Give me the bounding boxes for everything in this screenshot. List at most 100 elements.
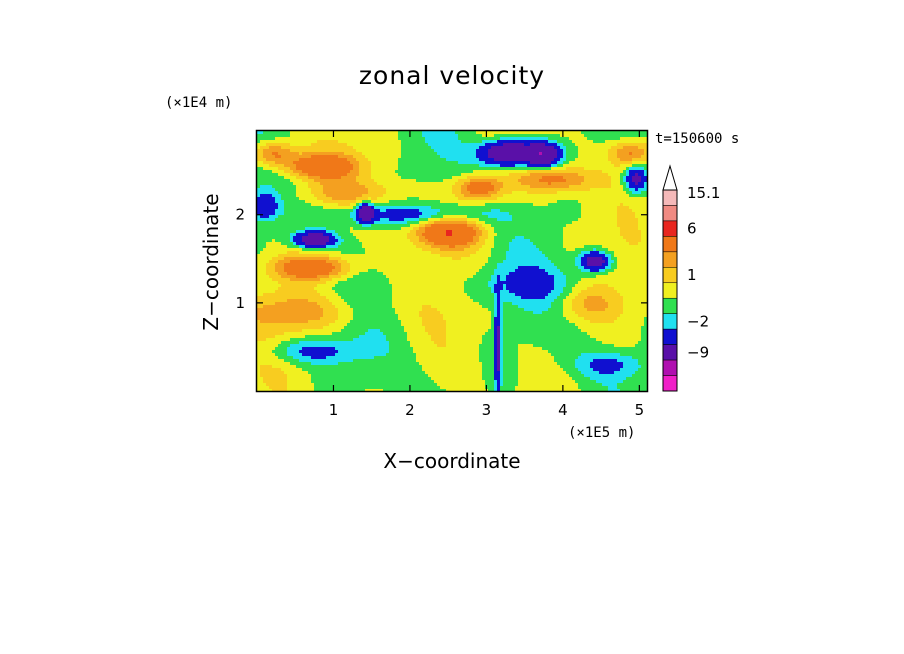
field-cell	[485, 170, 488, 173]
field-cell	[356, 152, 359, 155]
field-cell	[539, 194, 542, 197]
field-cell	[572, 221, 575, 224]
field-cell	[545, 206, 548, 209]
field-cell	[368, 212, 371, 215]
field-cell	[308, 137, 311, 140]
field-cell	[281, 131, 284, 134]
field-cell	[620, 215, 623, 218]
field-cell	[449, 236, 452, 239]
field-cell	[365, 170, 368, 173]
field-cell	[449, 167, 452, 170]
field-cell	[275, 152, 278, 155]
field-cell	[410, 245, 413, 248]
field-cell	[437, 221, 440, 224]
field-cell	[383, 230, 386, 233]
field-cell	[362, 161, 365, 164]
field-cell	[338, 239, 341, 242]
field-cell	[524, 140, 527, 143]
field-cell	[536, 161, 539, 164]
field-cell	[278, 152, 281, 155]
field-cell	[431, 197, 434, 200]
field-cell	[473, 140, 476, 143]
field-cell	[632, 221, 635, 224]
field-cell	[356, 242, 359, 245]
field-cell	[302, 158, 305, 161]
field-cell	[587, 146, 590, 149]
field-cell	[488, 188, 491, 191]
field-cell	[359, 170, 362, 173]
field-cell	[605, 140, 608, 143]
field-cell	[575, 173, 578, 176]
field-cell	[323, 161, 326, 164]
field-cell	[593, 197, 596, 200]
field-cell	[341, 179, 344, 182]
field-cell	[530, 212, 533, 215]
field-cell	[545, 176, 548, 179]
field-cell	[611, 215, 614, 218]
field-cell	[446, 239, 449, 242]
field-cell	[503, 161, 506, 164]
field-cell	[512, 194, 515, 197]
field-cell	[539, 236, 542, 239]
field-cell	[530, 230, 533, 233]
field-cell	[371, 173, 374, 176]
field-cell	[389, 149, 392, 152]
field-cell	[611, 134, 614, 137]
field-cell	[335, 227, 338, 230]
field-cell	[392, 146, 395, 149]
field-cell	[632, 194, 635, 197]
field-cell	[392, 176, 395, 179]
field-cell	[302, 197, 305, 200]
field-cell	[497, 185, 500, 188]
field-cell	[272, 143, 275, 146]
field-cell	[479, 242, 482, 245]
field-cell	[389, 233, 392, 236]
field-cell	[425, 227, 428, 230]
field-cell	[449, 200, 452, 203]
field-cell	[293, 239, 296, 242]
field-cell	[461, 134, 464, 137]
field-cell	[383, 212, 386, 215]
field-cell	[404, 131, 407, 134]
field-cell	[473, 155, 476, 158]
field-cell	[602, 191, 605, 194]
field-cell	[575, 203, 578, 206]
field-cell	[470, 131, 473, 134]
field-cell	[425, 212, 428, 215]
field-cell	[386, 134, 389, 137]
field-cell	[593, 146, 596, 149]
field-cell	[476, 176, 479, 179]
field-cell	[314, 239, 317, 242]
field-cell	[311, 152, 314, 155]
field-cell	[314, 152, 317, 155]
field-cell	[566, 149, 569, 152]
field-cell	[296, 191, 299, 194]
field-cell	[593, 176, 596, 179]
field-cell	[512, 215, 515, 218]
field-cell	[536, 185, 539, 188]
field-cell	[473, 143, 476, 146]
field-cell	[416, 179, 419, 182]
field-cell	[347, 167, 350, 170]
field-cell	[398, 200, 401, 203]
field-cell	[338, 152, 341, 155]
field-cell	[308, 194, 311, 197]
field-cell	[470, 233, 473, 236]
field-cell	[461, 143, 464, 146]
field-cell	[323, 218, 326, 221]
field-cell	[293, 197, 296, 200]
field-cell	[629, 140, 632, 143]
field-cell	[629, 188, 632, 191]
field-cell	[410, 224, 413, 227]
field-cell	[407, 212, 410, 215]
field-cell	[293, 158, 296, 161]
field-cell	[377, 224, 380, 227]
field-cell	[266, 233, 269, 236]
field-cell	[302, 209, 305, 212]
field-cell	[509, 188, 512, 191]
field-cell	[374, 185, 377, 188]
field-cell	[644, 203, 647, 206]
field-cell	[497, 233, 500, 236]
field-cell	[386, 164, 389, 167]
field-cell	[581, 182, 584, 185]
